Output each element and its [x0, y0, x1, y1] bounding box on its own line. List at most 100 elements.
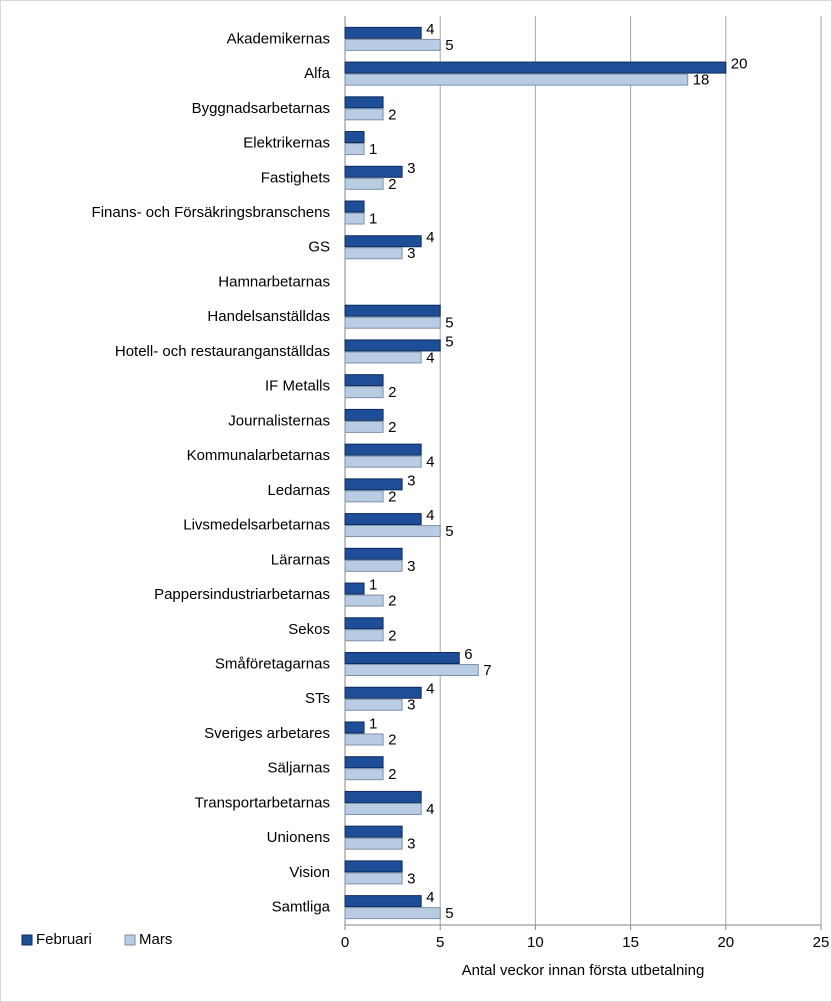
bar [344, 304, 441, 317]
bar [344, 235, 422, 248]
y-tick-label: Sekos [288, 621, 330, 638]
bar [344, 559, 403, 572]
bar [344, 73, 689, 86]
bar [344, 374, 384, 387]
value-label: 3 [407, 870, 415, 887]
y-tick-label: Pappersindustriarbetarnas [154, 586, 330, 603]
value-label: 3 [407, 697, 415, 714]
value-label: 1 [369, 577, 377, 594]
y-tick-label: Elektrikernas [243, 135, 330, 152]
value-label: 2 [388, 488, 396, 505]
x-tick-label: 10 [527, 934, 544, 951]
value-label: 18 [693, 72, 710, 89]
value-label: 2 [388, 731, 396, 748]
bar [344, 790, 422, 803]
y-tick-label: Unionens [267, 829, 330, 846]
x-tick-label: 15 [622, 934, 639, 951]
bar [344, 478, 403, 491]
bar [344, 247, 403, 260]
legend-label: Februari [36, 931, 92, 948]
value-label: 5 [445, 523, 453, 540]
bar [344, 895, 422, 908]
y-tick-label: Byggnadsarbetarnas [192, 100, 330, 117]
value-label: 5 [445, 333, 453, 350]
bar [344, 386, 384, 399]
y-tick-label: Samtliga [272, 899, 331, 916]
bar [344, 339, 441, 352]
bar [344, 664, 479, 677]
y-tick-label: Säljarnas [267, 760, 330, 777]
bar [344, 316, 441, 329]
bar [344, 26, 422, 39]
value-label: 4 [426, 681, 434, 698]
y-tick-label: Sveriges arbetares [204, 725, 330, 742]
y-tick-label: Småföretagarnas [215, 655, 330, 672]
bar [344, 872, 403, 885]
value-label: 7 [483, 662, 491, 679]
bar [344, 907, 441, 920]
value-label: 4 [426, 349, 434, 366]
y-tick-label: STs [305, 690, 330, 707]
value-label: 4 [426, 507, 434, 524]
bar [344, 629, 384, 642]
y-tick-label: Finans- och Försäkringsbranschens [92, 204, 330, 221]
x-axis-title: Antal veckor innan första utbetalning [462, 962, 705, 979]
bar [344, 351, 422, 364]
bar [344, 698, 403, 711]
y-tick-label: GS [308, 239, 330, 256]
bar [344, 802, 422, 815]
value-label: 3 [407, 472, 415, 489]
bar [344, 38, 441, 51]
value-label: 3 [407, 245, 415, 262]
value-label: 2 [388, 593, 396, 610]
bar [344, 513, 422, 526]
y-tick-label: Kommunalarbetarnas [187, 447, 330, 464]
bar [344, 96, 384, 109]
bar [344, 721, 365, 734]
x-tick-label: 0 [341, 934, 349, 951]
bar [344, 582, 365, 595]
value-label: 6 [464, 646, 472, 663]
value-label: 5 [445, 905, 453, 922]
bar [344, 860, 403, 873]
legend-swatch [21, 934, 33, 946]
x-tick-label: 25 [813, 934, 830, 951]
bar [344, 212, 365, 225]
bar [344, 200, 365, 213]
bar [344, 443, 422, 456]
value-label: 4 [426, 21, 434, 38]
bar [344, 420, 384, 433]
bar [344, 837, 403, 850]
y-tick-label: Akademikernas [227, 30, 330, 47]
bar [344, 617, 384, 630]
bar [344, 408, 384, 421]
bar [344, 143, 365, 156]
value-label: 4 [426, 229, 434, 246]
y-tick-label: Hamnarbetarnas [218, 273, 330, 290]
bar [344, 756, 384, 769]
value-label: 3 [407, 558, 415, 575]
value-label: 1 [369, 210, 377, 227]
x-tick-label: 20 [717, 934, 734, 951]
value-label: 2 [388, 176, 396, 193]
y-tick-label: Transportarbetarnas [195, 794, 330, 811]
legend-swatch [124, 934, 136, 946]
y-tick-label: Livsmedelsarbetarnas [183, 517, 330, 534]
bar [344, 652, 460, 665]
value-label: 2 [388, 419, 396, 436]
bar [344, 455, 422, 468]
y-tick-label: Lärarnas [271, 551, 330, 568]
bar [344, 490, 384, 503]
bar [344, 594, 384, 607]
bar [344, 131, 365, 144]
legend-label: Mars [139, 931, 172, 948]
value-label: 4 [426, 454, 434, 471]
value-label: 2 [388, 106, 396, 123]
bar [344, 547, 403, 560]
y-tick-label: Hotell- och restauranganställdas [115, 343, 330, 360]
bar [344, 525, 441, 538]
y-tick-label: Vision [289, 864, 330, 881]
y-tick-label: Alfa [304, 65, 331, 82]
value-label: 4 [426, 801, 434, 818]
